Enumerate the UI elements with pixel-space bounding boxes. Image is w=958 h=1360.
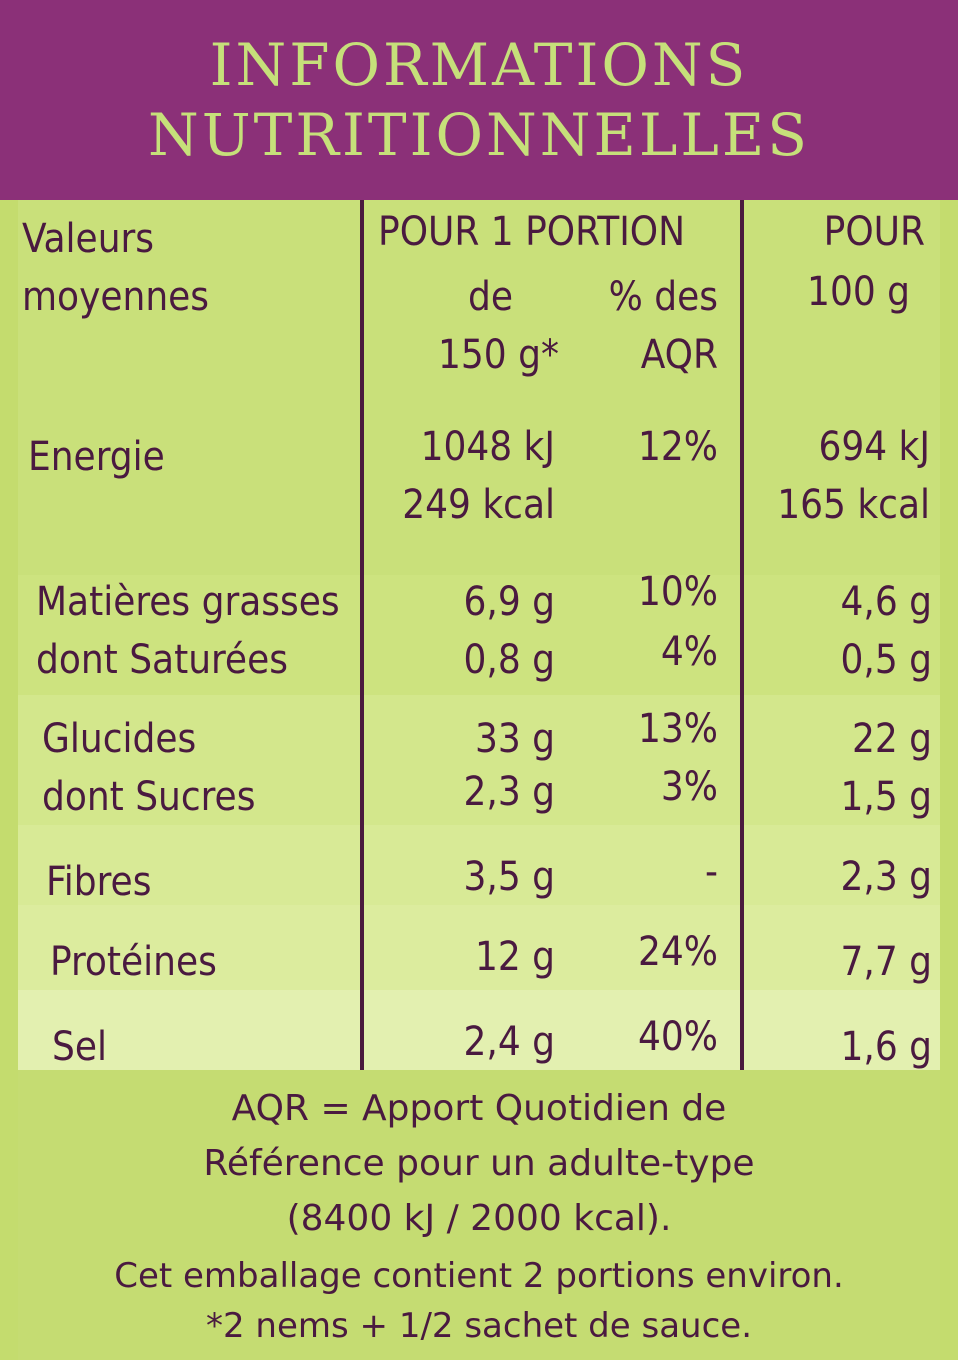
column-divider-1: [360, 200, 364, 1070]
header-label-line1: Valeurs: [22, 216, 155, 262]
footer-notes: [18, 1070, 940, 1360]
header-aqr-line2: AQR: [640, 332, 718, 378]
header-portion-title: POUR 1 PORTION: [378, 209, 686, 255]
row-name-sugars: dont Sucres: [42, 774, 256, 820]
row-aqr-salt: 40%: [638, 1014, 718, 1060]
row-aqr-carbs: 13%: [638, 706, 718, 752]
row-aqr-fibres: -: [705, 849, 718, 895]
row-portion-salt: 2,4 g: [463, 1019, 555, 1065]
footer-line-3: (8400 kJ / 2000 kcal).: [286, 1198, 672, 1239]
header-label-line2: moyennes: [22, 274, 210, 320]
title-line-2: NUTRITIONNELLES: [148, 101, 810, 169]
header-portion-weight: 150 g*: [438, 332, 559, 378]
row-per100-proteins: 7,7 g: [840, 939, 932, 985]
row-band-carbs: [18, 695, 940, 825]
row-band-fibres: [18, 825, 940, 905]
row-name-saturated: dont Saturées: [36, 637, 288, 683]
row-portion-fibres: 3,5 g: [463, 854, 555, 900]
header-per100-line1: POUR: [823, 209, 925, 255]
row-per100-carbs: 22 g: [851, 716, 932, 762]
row-portion-carbs: 33 g: [474, 716, 555, 762]
row-aqr-energie: 12%: [638, 424, 718, 470]
row-name-fats: Matières grasses: [36, 579, 340, 625]
row-portion-fats: 6,9 g: [463, 579, 555, 625]
row-band-proteins: [18, 905, 940, 990]
row-portion-energie-kcal: 249 kcal: [402, 482, 555, 528]
row-aqr-proteins: 24%: [638, 929, 718, 975]
header-aqr-line1: % des: [608, 274, 718, 320]
row-aqr-sugars: 3%: [660, 764, 718, 810]
row-per100-sugars: 1,5 g: [840, 774, 932, 820]
footer-line-4: Cet emballage contient 2 portions enviro…: [114, 1256, 844, 1296]
header-per100-line2: 100 g: [807, 269, 910, 315]
header-portion-de: de: [468, 274, 513, 320]
row-aqr-saturated: 4%: [660, 629, 718, 675]
footer-line-5: *2 nems + 1/2 sachet de sauce.: [205, 1306, 753, 1346]
row-name-proteins: Protéines: [50, 939, 217, 985]
column-divider-2: [740, 200, 744, 1070]
row-per100-energie-kcal: 165 kcal: [777, 482, 930, 528]
row-per100-salt: 1,6 g: [840, 1024, 932, 1070]
row-band-salt: [18, 990, 940, 1070]
row-aqr-fats: 10%: [638, 569, 718, 615]
row-portion-sugars: 2,3 g: [463, 769, 555, 815]
row-portion-saturated: 0,8 g: [463, 637, 555, 683]
row-name-carbs: Glucides: [42, 716, 197, 762]
title-line-1: INFORMATIONS: [209, 31, 749, 99]
row-portion-proteins: 12 g: [474, 934, 555, 980]
row-band-fats: [18, 575, 940, 695]
row-per100-fibres: 2,3 g: [840, 854, 932, 900]
row-portion-energie-kj: 1048 kJ: [420, 424, 555, 470]
row-per100-fats: 4,6 g: [840, 579, 932, 625]
row-name-fibres: Fibres: [46, 859, 152, 905]
footer-line-2: Référence pour un adulte-type: [203, 1143, 755, 1184]
row-name-energie: Energie: [28, 434, 165, 480]
row-per100-saturated: 0,5 g: [840, 637, 932, 683]
row-per100-energie-kj: 694 kJ: [818, 424, 930, 470]
footer-line-1: AQR = Apport Quotidien de: [231, 1088, 727, 1129]
title-banner: INFORMATIONS NUTRITIONNELLES: [0, 0, 958, 200]
row-name-salt: Sel: [52, 1024, 107, 1070]
